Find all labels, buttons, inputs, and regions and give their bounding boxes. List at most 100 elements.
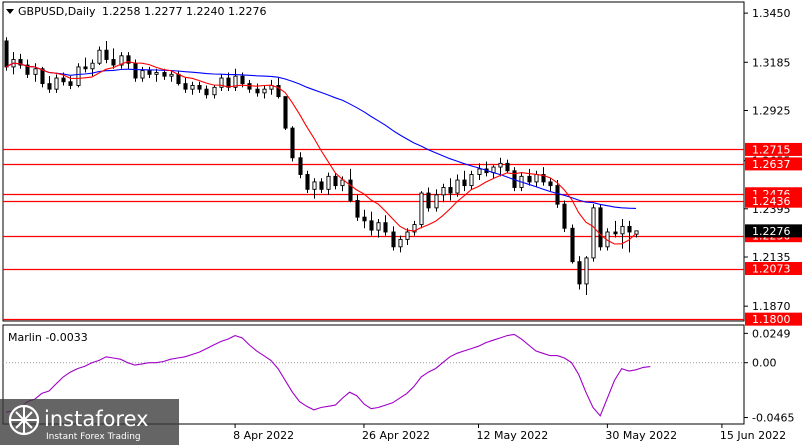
candle (111, 48, 116, 69)
candle-body-bear (133, 62, 138, 79)
menu-triangle-icon[interactable] (6, 9, 14, 14)
candle-body-bear (226, 77, 231, 88)
candle (527, 168, 532, 186)
candle-body-bull (419, 192, 424, 226)
current-price-text: 1.2276 (752, 225, 791, 238)
candle-body-bear (104, 49, 109, 60)
date-tick-label: 30 May 2022 (605, 429, 677, 442)
candle-body-bull (312, 181, 317, 190)
candle (627, 220, 632, 253)
candle-body-bull (326, 175, 331, 190)
level-label-text: 1.2637 (752, 158, 791, 171)
candle-body-bear (448, 187, 453, 194)
level-label-text: 1.2436 (752, 195, 791, 208)
candle-body-bull (233, 75, 238, 88)
candle-body-bull (584, 257, 589, 285)
candle-body-bull (634, 230, 639, 235)
candle-body-bull (262, 88, 267, 94)
date-tick-label: 26 Apr 2022 (362, 429, 430, 442)
sma-fast-line (5, 61, 637, 245)
sma-slow-line (5, 62, 637, 209)
candle-body-bear (613, 231, 618, 235)
candle-body-bear (247, 83, 252, 90)
candle-body-bear (47, 83, 52, 90)
candle (333, 172, 338, 190)
candle (312, 178, 317, 199)
moving-averages-layer (5, 61, 637, 245)
level-label-box (745, 194, 802, 208)
candle-body-bear (4, 40, 9, 68)
candle-body-bull (140, 70, 145, 79)
candle (326, 172, 331, 195)
candles-layer (4, 37, 639, 296)
candle (247, 79, 252, 93)
candle-body-bear (562, 203, 567, 229)
candle (613, 220, 618, 238)
date-tick-label: 8 Apr 2022 (233, 429, 294, 442)
candle (426, 187, 431, 212)
date-axis: 8 Apr 2022 26 Apr 2022 12 May 2022 30 May 2… (233, 424, 786, 442)
levels-layer (3, 148, 744, 321)
candle-body-bull (190, 85, 195, 90)
candle (591, 204, 596, 262)
candle (298, 152, 303, 179)
candle (391, 226, 396, 251)
candle-body-bull (154, 72, 159, 75)
price-pane (2, 1, 745, 322)
candle (455, 174, 460, 197)
candle (54, 74, 59, 93)
level-labels: 1.27151.26371.24761.24361.22501.20731.18… (745, 142, 802, 326)
candle-body-bull (534, 174, 539, 183)
candle-body-bear (383, 222, 388, 233)
candle-body-bear (147, 70, 152, 75)
candle-body-bull (498, 162, 503, 168)
candle (405, 228, 410, 245)
candle (76, 63, 81, 88)
candle-body-bear (162, 72, 167, 77)
date-tick-label: 15 Jun 2022 (720, 429, 786, 442)
candle (33, 63, 38, 82)
candle-body-bear (577, 261, 582, 285)
candle (219, 74, 224, 92)
price-tick-label: 1.2925 (752, 104, 791, 117)
ohlc-values: 1.2258 1.2277 1.2240 1.2276 (102, 5, 266, 18)
date-tick-label: 12 May 2022 (477, 429, 549, 442)
candle-body-bear (391, 231, 396, 248)
price-tick-label: 1.3185 (752, 56, 791, 69)
oscillator-tick-label: 0.00 (752, 357, 777, 370)
candle-body-bull (90, 62, 95, 70)
candle (376, 218, 381, 238)
candle-body-bear (305, 174, 310, 190)
candle-body-bull (219, 77, 224, 88)
candle (262, 85, 267, 99)
candle-body-bear (298, 157, 303, 175)
candle (169, 70, 174, 82)
candle (577, 256, 582, 290)
candle-body-bear (240, 75, 245, 85)
level-label-box (745, 157, 802, 171)
candle (498, 157, 503, 177)
candle-body-bear (111, 59, 116, 66)
candle (119, 52, 124, 69)
candle-body-bull (591, 207, 596, 259)
candle (412, 220, 417, 236)
candle (383, 215, 388, 236)
candle-body-bull (376, 222, 381, 231)
candle-body-bull (434, 194, 439, 209)
candle (562, 200, 567, 232)
candle-body-bear (83, 66, 88, 70)
level-label-box (745, 262, 802, 276)
candle (362, 209, 367, 229)
candle-body-bear (204, 88, 209, 96)
level-label-box (745, 142, 802, 156)
candle (197, 81, 202, 93)
candle (290, 126, 295, 162)
watermark-brand: instaforex (44, 407, 149, 431)
candle (283, 96, 288, 130)
candle (212, 85, 217, 99)
oscillator-axis: 0.0249 0.00 -0.0465 (744, 327, 794, 425)
candle (83, 57, 88, 73)
candle-body-bull (405, 231, 410, 240)
candle-body-bear (276, 85, 281, 98)
candle (369, 211, 374, 236)
